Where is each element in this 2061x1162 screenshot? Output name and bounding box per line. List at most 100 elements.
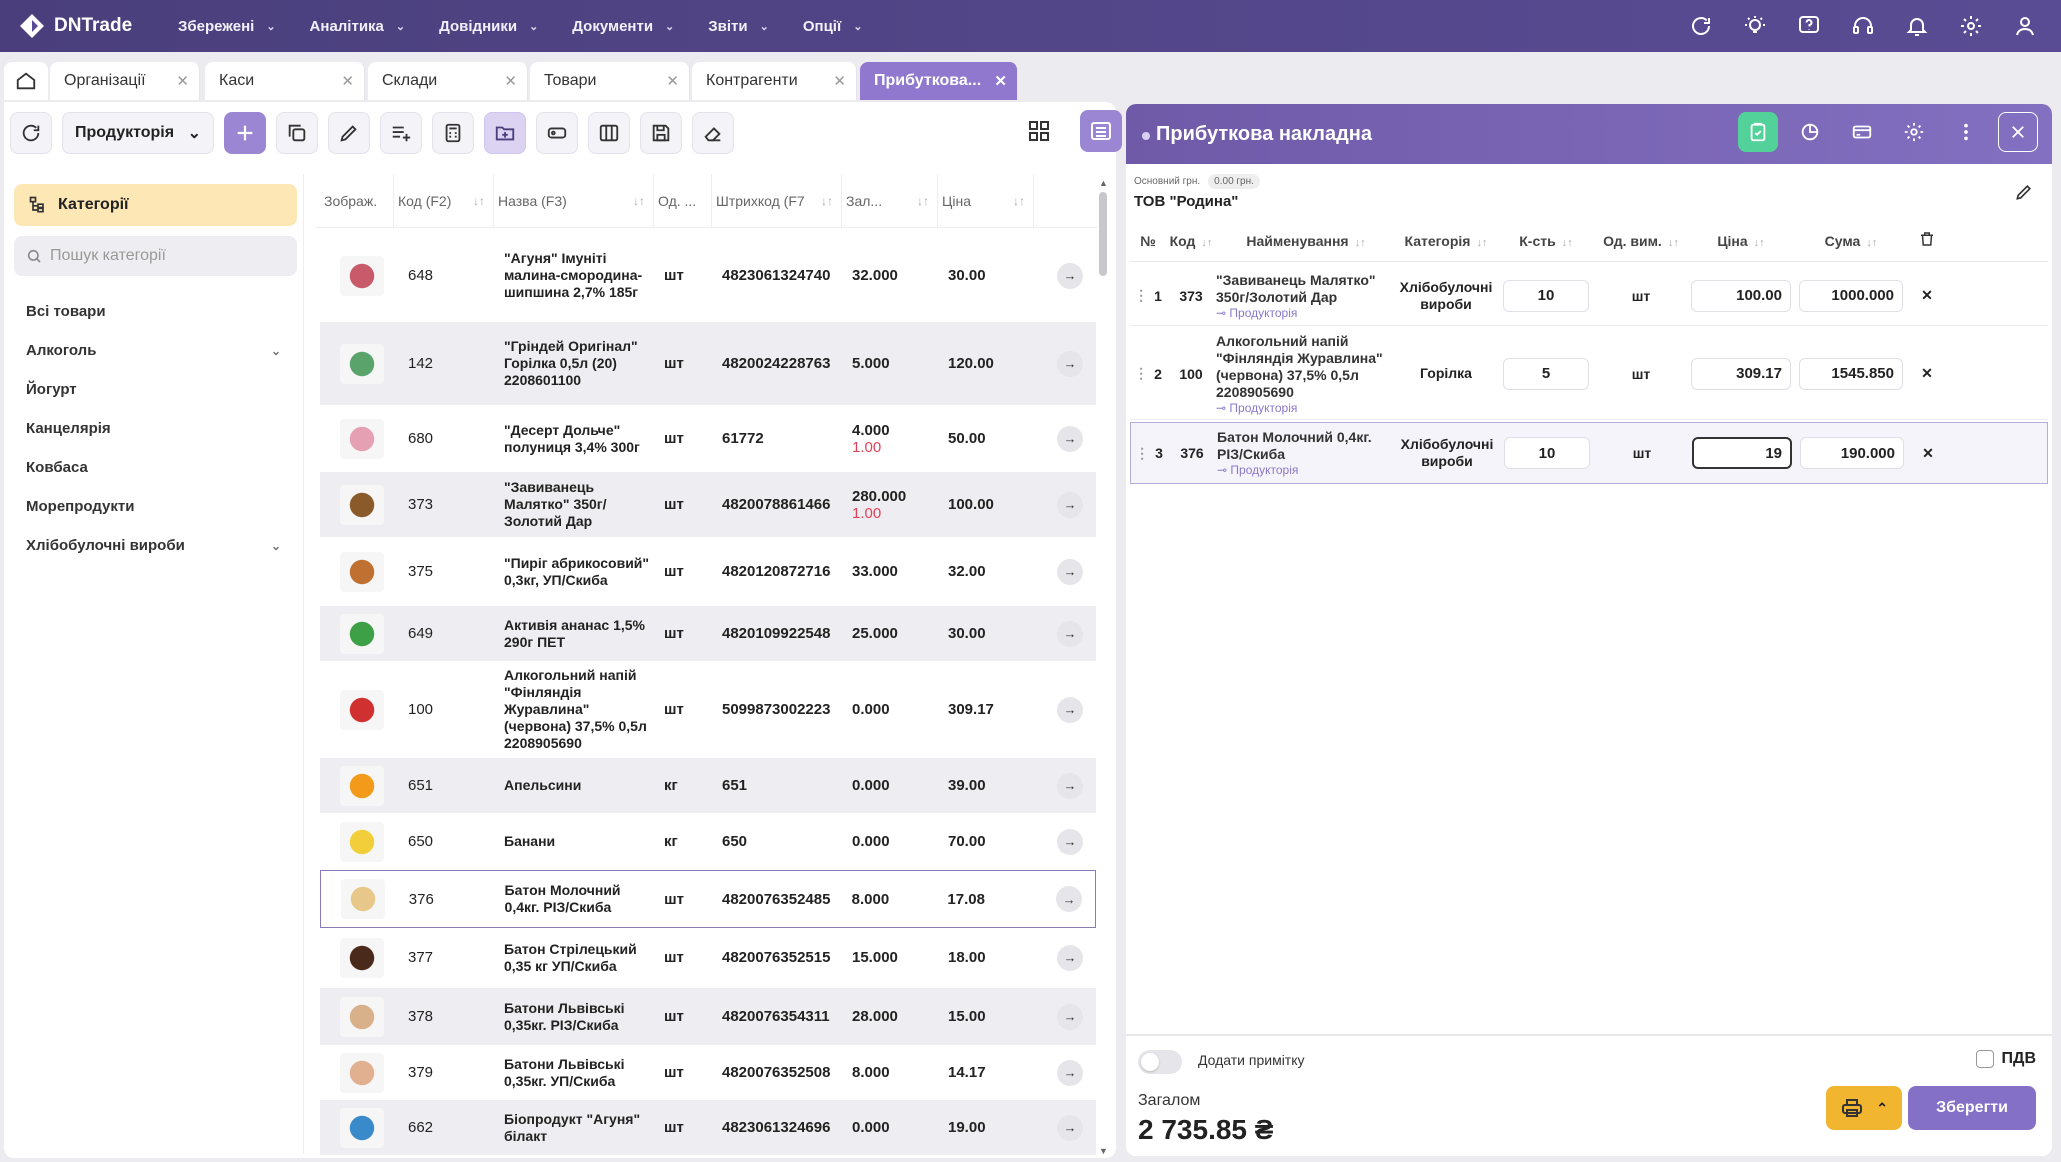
close-tab-icon[interactable]: ✕ [666,73,679,90]
sort-icon[interactable]: ↓↑ [917,193,929,208]
chevron-up-icon[interactable]: ⌃ [1876,1099,1888,1116]
drag-handle-icon[interactable]: ⋮ [1134,287,1149,303]
import-button[interactable] [484,112,526,154]
edit-org-button[interactable] [2014,182,2034,206]
document-row[interactable]: ⋮ 1 373 "Завиванець Малятко" 350г/Золотий Д… [1130,266,2048,326]
category-item[interactable]: Алкоголь ⌄ [8,331,303,370]
tab-0[interactable]: Організації ✕ [50,62,200,100]
payment-button[interactable] [1842,112,1882,152]
add-to-document-arrow-icon[interactable]: → [1057,262,1083,289]
category-search-input[interactable]: Пошук категорії [14,236,297,276]
product-row[interactable]: 680 "Десерт Дольче" полуниця 3,4% 300г шт 6… [320,406,1096,472]
close-tab-icon[interactable]: ✕ [833,73,846,90]
gear-icon[interactable] [1957,12,1985,40]
doc-column-header[interactable]: Ціна ↓↑ [1686,233,1796,249]
bell-icon[interactable] [1903,12,1931,40]
product-row[interactable]: 100 Алкогольний напій "Фінляндія Журавлин… [320,662,1096,758]
add-to-document-arrow-icon[interactable]: → [1057,696,1083,723]
store-select[interactable]: Продукторія ⌄ [62,112,214,154]
headset-icon[interactable] [1849,12,1877,40]
column-header[interactable]: Ціна ↓↑ [938,174,1034,227]
sort-icon[interactable]: ↓↑ [1866,236,1878,249]
tab-5[interactable]: Прибуткова... ✕ [860,62,1018,100]
tab-4[interactable]: Контрагенти ✕ [692,62,857,100]
document-row[interactable]: ⋮ 3 376 Батон Молочний 0,4кг. РІЗ/Скиба ⊸ Пр… [1130,422,2048,484]
product-row[interactable]: 378 Батони Львівські 0,35кг. РІЗ/Скиба шт 4… [320,988,1096,1046]
help-icon[interactable] [1795,12,1823,40]
column-header[interactable]: Од. ... [654,174,712,227]
user-icon[interactable] [2011,12,2039,40]
add-to-document-arrow-icon[interactable]: → [1057,772,1083,799]
home-tab[interactable] [4,62,48,100]
add-to-document-arrow-icon[interactable]: → [1057,1003,1083,1030]
category-item[interactable]: Хлібобулочні вироби ⌄ [8,526,303,565]
category-item[interactable]: Канцелярія [8,409,303,448]
clear-button[interactable] [692,112,734,154]
chevron-down-icon[interactable]: ⌄ [270,343,281,358]
calculator-button[interactable] [432,112,474,154]
column-header[interactable]: Код (F2) ↓↑ [394,174,494,227]
menu-item-4[interactable]: Звіти ⌄ [698,18,779,35]
qty-input[interactable]: 10 [1503,279,1589,312]
stats-button[interactable] [1790,112,1830,152]
sort-icon[interactable]: ↓↑ [473,193,485,208]
sort-icon[interactable]: ↓↑ [1476,236,1488,249]
add-to-document-arrow-icon[interactable]: → [1057,944,1083,971]
vat-checkbox-box[interactable] [1975,1050,1994,1068]
doc-column-header[interactable]: № [1130,233,1166,249]
close-tab-icon[interactable]: ✕ [341,73,354,90]
menu-item-0[interactable]: Збережені ⌄ [168,18,286,35]
menu-item-5[interactable]: Опції ⌄ [793,18,873,35]
doc-column-header[interactable]: Найменування ↓↑ [1216,233,1396,249]
sort-icon[interactable]: ↓↑ [1354,236,1366,249]
menu-item-1[interactable]: Аналітика ⌄ [300,18,416,35]
copy-button[interactable] [276,112,318,154]
column-header[interactable]: Зал... ↓↑ [842,174,938,227]
price-input[interactable]: 100.00 [1691,279,1791,312]
sum-input[interactable]: 190.000 [1800,437,1904,469]
column-header[interactable]: Штрихкод (F7 ↓↑ [712,174,842,227]
delete-all-button[interactable] [1906,230,1948,251]
app-logo[interactable]: DNTrade [18,12,168,40]
add-to-document-arrow-icon[interactable]: → [1057,1059,1083,1086]
scroll-up-icon[interactable]: ▲ [1099,178,1108,188]
close-tab-icon[interactable]: ✕ [504,73,517,90]
product-row[interactable]: 649 Активія ананас 1,5% 290г ПЕТ шт 4820109… [320,606,1096,662]
settings-button[interactable] [1894,112,1934,152]
remove-row-button[interactable]: ✕ [1921,287,1933,303]
close-tab-icon[interactable]: ✕ [994,73,1007,90]
category-item[interactable]: Ковбаса [8,448,303,487]
edit-button[interactable] [328,112,370,154]
sum-input[interactable]: 1000.000 [1799,279,1903,312]
add-button[interactable] [224,112,266,154]
product-row[interactable]: 373 "Завиванець Малятко" 350г/ Золотий Да… [320,472,1096,538]
doc-column-header[interactable]: Сума ↓↑ [1796,233,1906,249]
sort-icon[interactable]: ↓↑ [1013,193,1025,208]
print-button[interactable]: ⌃ [1826,1086,1902,1130]
product-scrollbar[interactable]: ▲ ▼ [1098,178,1108,1156]
qty-input[interactable]: 5 [1503,357,1589,390]
product-row[interactable]: 662 Біопродукт "Агуня" білакт шт 4823061324… [320,1100,1096,1156]
add-to-document-arrow-icon[interactable]: → [1057,828,1083,855]
price-input[interactable]: 19 [1692,437,1792,469]
refresh-icon[interactable] [1687,12,1715,40]
remove-row-button[interactable]: ✕ [1922,444,1934,461]
sort-icon[interactable]: ↓↑ [1201,236,1213,249]
remove-row-button[interactable]: ✕ [1921,365,1933,381]
add-to-document-arrow-icon[interactable]: → [1057,491,1083,518]
list-view-button[interactable] [1080,110,1122,152]
category-item[interactable]: Морепродукти [8,487,303,526]
tab-3[interactable]: Товари ✕ [530,62,690,100]
sort-icon[interactable]: ↓↑ [821,193,833,208]
doc-column-header[interactable]: Од. вим. ↓↑ [1596,233,1686,249]
product-row[interactable]: 377 Батон Стрілецький 0,35 кг УП/Скиба шт 4… [320,928,1096,988]
categories-header[interactable]: Категорії [14,184,297,226]
scrollbar-thumb[interactable] [1099,192,1107,276]
price-input[interactable]: 309.17 [1691,357,1791,390]
tab-2[interactable]: Склади ✕ [368,62,528,100]
doc-column-header[interactable]: Код ↓↑ [1166,233,1216,249]
vat-checkbox[interactable]: ПДВ [1975,1050,2036,1068]
add-to-list-button[interactable] [380,112,422,154]
save-button[interactable]: Зберегти [1908,1086,2036,1130]
sort-icon[interactable]: ↓↑ [1667,236,1679,249]
